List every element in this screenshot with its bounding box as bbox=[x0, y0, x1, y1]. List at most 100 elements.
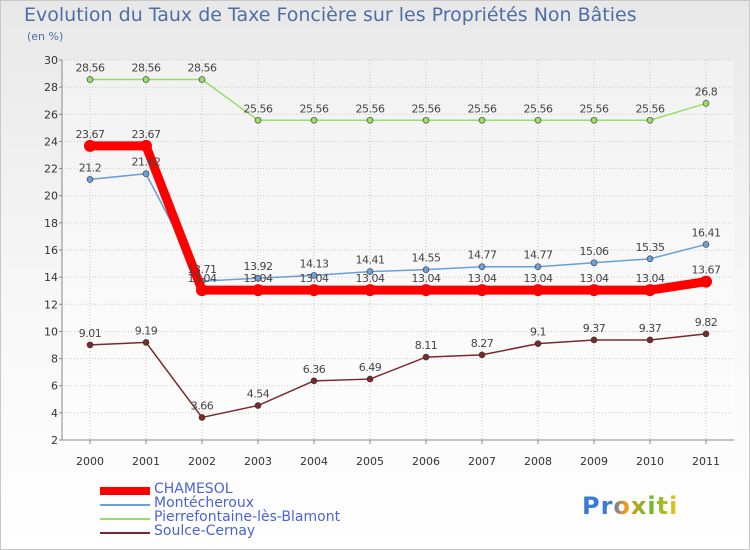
data-point-chamesol bbox=[252, 284, 264, 297]
data-point bbox=[142, 339, 150, 346]
x-tick-label: 2001 bbox=[132, 455, 160, 468]
brand-text: Proxiti bbox=[582, 492, 679, 520]
brand-logo: Proxiti bbox=[582, 492, 678, 520]
x-tick-label: 2010 bbox=[636, 455, 664, 468]
legend-item-soulce-cernay[interactable]: Soulce-Cernay bbox=[100, 523, 520, 540]
data-point-chamesol bbox=[84, 139, 96, 152]
data-label: 4.54 bbox=[247, 388, 270, 401]
data-label: 21.2 bbox=[79, 161, 102, 174]
x-tick-label: 2003 bbox=[244, 455, 272, 468]
legend-label-chamesol: CHAMESOL bbox=[154, 481, 233, 497]
data-point bbox=[702, 241, 710, 248]
y-tick-label: 22 bbox=[44, 163, 58, 176]
data-label: 13.67 bbox=[692, 264, 721, 277]
data-point bbox=[198, 76, 206, 83]
x-tick-label: 2000 bbox=[76, 455, 104, 468]
data-label: 13.71 bbox=[188, 263, 217, 276]
data-label: 23.67 bbox=[76, 128, 105, 141]
data-point bbox=[478, 116, 486, 124]
grid bbox=[62, 59, 734, 441]
data-label: 9.37 bbox=[583, 322, 606, 335]
data-label: 13.04 bbox=[412, 272, 441, 285]
data-point-chamesol bbox=[700, 275, 712, 288]
data-point bbox=[702, 100, 710, 107]
data-label: 28.56 bbox=[188, 62, 217, 75]
data-point-chamesol bbox=[308, 284, 320, 297]
x-tick-label: 2008 bbox=[524, 455, 552, 468]
data-label: 14.55 bbox=[412, 252, 441, 265]
legend-item-chamesol[interactable]: CHAMESOL bbox=[100, 481, 520, 498]
y-tick-label: 8 bbox=[51, 353, 58, 366]
data-point-chamesol bbox=[140, 139, 152, 152]
y-tick-label: 6 bbox=[51, 380, 58, 393]
legend-label-soulce-cernay: Soulce-Cernay bbox=[154, 523, 256, 539]
data-label: 9.37 bbox=[639, 322, 662, 335]
data-point-chamesol bbox=[364, 284, 376, 297]
legend-label-montecheroux: Montécheroux bbox=[154, 495, 254, 511]
data-point-chamesol bbox=[196, 284, 208, 297]
data-label: 15.35 bbox=[636, 241, 665, 254]
data-label: 13.04 bbox=[468, 272, 497, 285]
data-point bbox=[198, 414, 206, 421]
y-tick-label: 10 bbox=[44, 325, 58, 338]
data-label: 16.41 bbox=[692, 226, 721, 239]
data-point bbox=[590, 116, 598, 124]
data-point bbox=[254, 402, 262, 409]
legend-swatch-soulce-cernay bbox=[100, 532, 150, 534]
data-point bbox=[254, 116, 262, 124]
series-group bbox=[84, 76, 712, 421]
data-label: 13.04 bbox=[636, 272, 665, 285]
y-tick-label: 28 bbox=[44, 81, 58, 94]
data-point bbox=[366, 375, 374, 383]
data-labels: 23.67 23.67 13.04 13.04 13.04 13.04 13.04 13.04… bbox=[76, 62, 722, 413]
data-label: 25.56 bbox=[636, 102, 665, 115]
y-tick-label: 18 bbox=[44, 217, 58, 230]
data-label: 25.56 bbox=[300, 102, 329, 115]
y-tick-label: 4 bbox=[51, 407, 58, 420]
chart-title: Evolution du Taux de Taxe Foncière sur l… bbox=[24, 4, 637, 26]
data-point-chamesol bbox=[588, 284, 600, 297]
data-label: 8.27 bbox=[471, 337, 494, 350]
y-tick-label: 16 bbox=[44, 244, 58, 257]
data-label: 9.82 bbox=[695, 316, 718, 329]
data-label: 26.8 bbox=[695, 85, 718, 98]
legend-item-pierrefontaine[interactable]: Pierrefontaine-lès-Blamont bbox=[100, 509, 520, 526]
data-point-chamesol bbox=[476, 284, 488, 297]
data-label: 6.36 bbox=[303, 363, 326, 376]
data-point bbox=[590, 336, 598, 344]
x-tick-label: 2007 bbox=[468, 455, 496, 468]
data-label: 13.04 bbox=[300, 272, 329, 285]
data-point bbox=[142, 170, 150, 178]
data-point bbox=[534, 340, 542, 347]
data-point bbox=[366, 268, 374, 275]
y-tick-label: 12 bbox=[44, 298, 58, 311]
x-tick-label: 2011 bbox=[692, 455, 720, 468]
data-label: 23.67 bbox=[132, 128, 161, 141]
data-label: 9.1 bbox=[530, 326, 546, 339]
data-point bbox=[646, 336, 654, 344]
legend-item-montecheroux[interactable]: Montécheroux bbox=[100, 495, 520, 512]
data-label: 3.66 bbox=[191, 399, 214, 412]
x-tick-label: 2006 bbox=[412, 455, 440, 468]
data-point bbox=[254, 274, 262, 282]
y-tick-label: 30 bbox=[44, 54, 58, 67]
y-tick-label: 26 bbox=[44, 108, 58, 121]
legend-label-pierrefontaine: Pierrefontaine-lès-Blamont bbox=[154, 509, 341, 525]
data-point bbox=[86, 176, 94, 183]
data-point bbox=[142, 76, 150, 83]
data-point bbox=[478, 351, 486, 359]
data-label: 25.56 bbox=[356, 102, 385, 115]
data-label: 8.11 bbox=[415, 339, 438, 352]
data-label: 15.06 bbox=[580, 245, 609, 258]
data-point bbox=[422, 353, 430, 361]
data-label: 25.56 bbox=[524, 102, 553, 115]
data-label: 13.04 bbox=[524, 272, 553, 285]
series-line-0 bbox=[90, 141, 707, 295]
data-point bbox=[702, 330, 710, 338]
data-point-chamesol bbox=[532, 284, 544, 297]
legend: CHAMESOL Montécheroux Pierrefontaine-lès… bbox=[100, 481, 520, 540]
data-label: 14.13 bbox=[300, 257, 329, 270]
legend-swatch-pierrefontaine bbox=[100, 518, 150, 520]
data-label: 28.56 bbox=[132, 62, 161, 75]
